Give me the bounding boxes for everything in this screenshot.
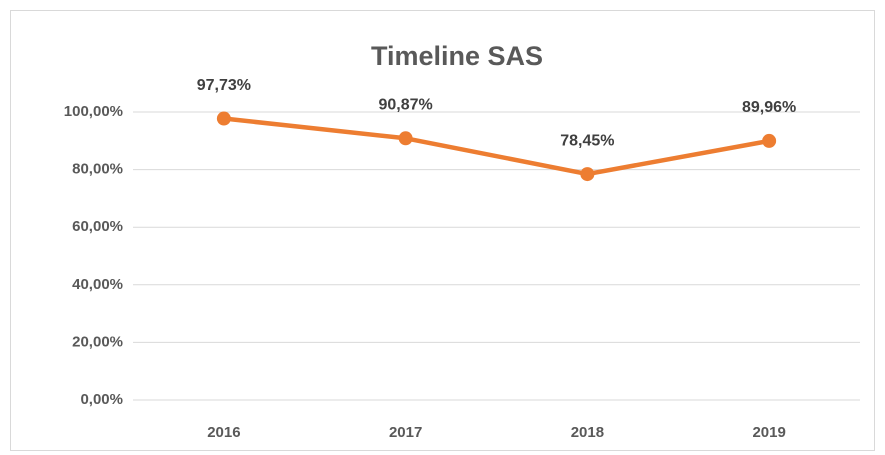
chart-title: Timeline SAS	[371, 41, 543, 71]
x-tick-label: 2018	[571, 424, 604, 441]
chart-border	[10, 10, 875, 451]
data-label: 78,45%	[560, 132, 614, 149]
y-tick-label: 80,00%	[72, 161, 123, 178]
data-label: 89,96%	[742, 99, 796, 116]
x-tick-label: 2017	[389, 424, 422, 441]
y-tick-label: 100,00%	[64, 103, 123, 120]
data-label: 97,73%	[197, 77, 251, 94]
y-tick-label: 60,00%	[72, 218, 123, 235]
marker	[580, 167, 595, 182]
data-label: 90,87%	[378, 97, 432, 114]
marker	[216, 111, 231, 126]
line	[223, 116, 770, 177]
x-tick-label: 2019	[752, 424, 785, 441]
y-tick-label: 0,00%	[80, 391, 123, 408]
y-tick-label: 20,00%	[72, 333, 123, 350]
y-tick-label: 40,00%	[72, 276, 123, 293]
marker	[398, 131, 413, 146]
marker	[762, 133, 777, 148]
x-tick-label: 2016	[207, 424, 240, 441]
